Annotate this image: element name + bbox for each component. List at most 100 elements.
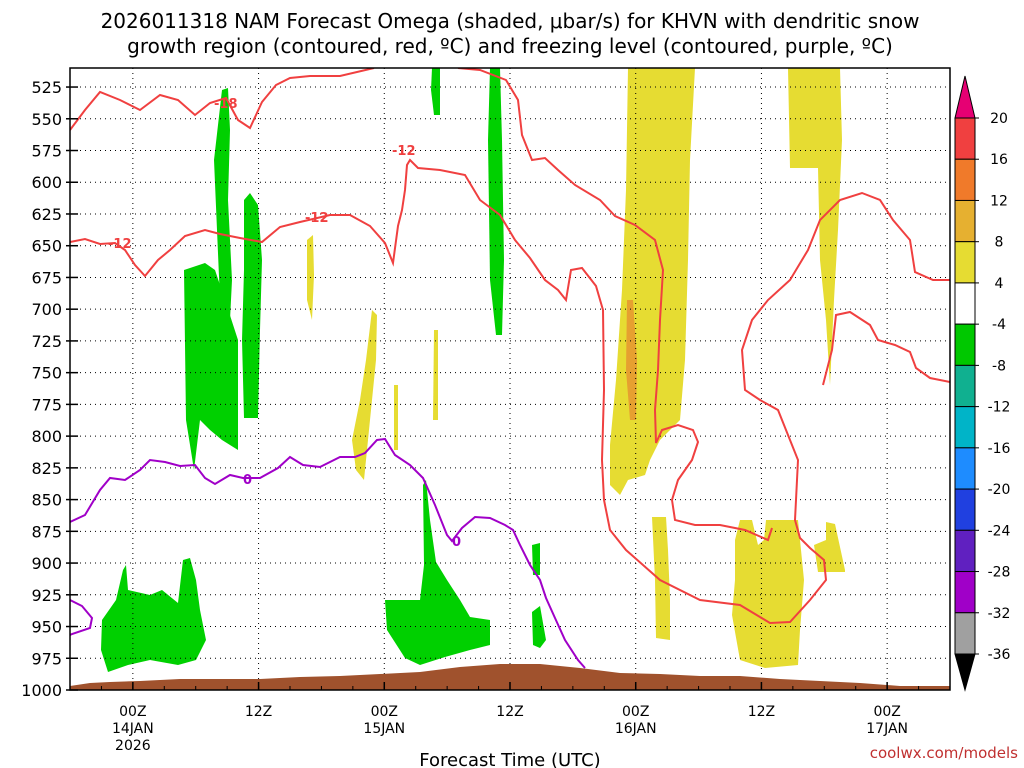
colorbar-label: 12 xyxy=(990,193,1008,209)
y-tick-label: 725 xyxy=(31,332,62,351)
omega-yellow-region xyxy=(652,517,670,640)
omega-yellow-region xyxy=(433,330,438,420)
omega-yellow-region xyxy=(394,385,398,450)
y-tick-label: 675 xyxy=(31,268,62,287)
dgz-contour-m12 xyxy=(70,158,950,625)
colorbar-label: 8 xyxy=(995,235,1004,251)
freezing-level-contour-bottom-left xyxy=(70,599,94,636)
omega-green-region xyxy=(184,263,238,470)
y-tick-label: 825 xyxy=(31,459,62,478)
y-tick-label: 575 xyxy=(31,142,62,161)
plot-area: -18 -12 -12 -12 0 0 xyxy=(70,68,950,690)
chart-title-line-1: 2026011318 NAM Forecast Omega (shaded, μ… xyxy=(101,9,920,33)
colorbar-label: 4 xyxy=(995,276,1004,292)
contour-label-m18: -18 xyxy=(214,97,238,112)
omega-green-region xyxy=(431,68,440,115)
omega-orange-region xyxy=(626,300,637,420)
contour-label-m12-c: -12 xyxy=(392,144,416,159)
y-tick-label: 550 xyxy=(31,110,62,129)
terrain-surface xyxy=(70,664,950,690)
dgz-contour-m12-right xyxy=(822,310,950,386)
y-tick-label: 600 xyxy=(31,173,62,192)
x-tick-label: 2026 xyxy=(115,738,151,754)
x-tick-label: 14JAN xyxy=(112,721,154,737)
omega-green-region xyxy=(532,543,540,575)
omega-yellow-region xyxy=(732,520,804,668)
gridlines xyxy=(70,68,950,690)
y-tick-label: 700 xyxy=(31,300,62,319)
y-tick-label: 800 xyxy=(31,427,62,446)
colorbar-label: -4 xyxy=(992,317,1006,333)
omega-yellow-region xyxy=(352,310,377,480)
y-axis: 525 550 575 600 625 650 675 700 725 750 775 800 825 8… xyxy=(21,78,78,700)
contour-labels: -18 -12 -12 -12 0 0 xyxy=(108,97,461,550)
contour-label-m12-a: -12 xyxy=(108,237,132,252)
colorbar-swatch xyxy=(954,364,976,408)
colorbar-label: -16 xyxy=(988,441,1011,457)
colorbar-swatch xyxy=(954,612,976,655)
y-tick-label: 650 xyxy=(31,237,62,256)
colorbar-swatch xyxy=(954,488,976,531)
x-tick-label: 12Z xyxy=(748,704,775,720)
colorbar-swatch xyxy=(954,571,976,614)
y-tick-label: 975 xyxy=(31,649,62,668)
colorbar-label: -24 xyxy=(988,523,1011,539)
x-tick-label: 12Z xyxy=(496,704,523,720)
x-tick-label: 00Z xyxy=(622,704,649,720)
colorbar-label: -20 xyxy=(988,482,1011,498)
contour-lines xyxy=(70,68,950,669)
y-tick-label: 1000 xyxy=(21,681,62,700)
chart-title-line-2: growth region (contoured, red, ºC) and f… xyxy=(127,34,893,58)
x-tick-label: 15JAN xyxy=(363,721,405,737)
colorbar-label: -8 xyxy=(992,358,1006,374)
colorbar-bottom-triangle xyxy=(954,653,976,692)
colorbar: 20 16 12 8 4 -4 -8 -12 -16 -20 -24 -28 -32 -36 xyxy=(954,75,1011,692)
x-tick-label: 00Z xyxy=(371,704,398,720)
x-tick-label: 12Z xyxy=(245,704,272,720)
colorbar-swatch xyxy=(954,323,976,366)
x-tick-label: 00Z xyxy=(119,704,146,720)
colorbar-swatch xyxy=(954,282,976,325)
contour-label-zero-b: 0 xyxy=(452,535,461,550)
omega-green-region xyxy=(488,68,504,335)
dgz-contour-m12-inner xyxy=(457,68,773,542)
colorbar-swatch xyxy=(954,529,976,573)
freezing-level-contour xyxy=(70,437,586,669)
omega-yellow-region xyxy=(788,68,842,385)
y-tick-label: 875 xyxy=(31,522,62,541)
colorbar-swatch xyxy=(954,406,976,449)
omega-green-region xyxy=(101,558,206,672)
colorbar-label: -12 xyxy=(988,400,1011,416)
credit-text: coolwx.com/models xyxy=(870,744,1018,762)
omega-green-region xyxy=(385,480,490,665)
colorbar-swatch xyxy=(954,199,976,243)
y-tick-label: 925 xyxy=(31,586,62,605)
colorbar-label: 16 xyxy=(990,152,1008,168)
contour-label-zero-a: 0 xyxy=(243,473,252,488)
omega-green-region xyxy=(532,606,546,648)
dgz-contour-m18 xyxy=(70,68,375,131)
colorbar-swatch xyxy=(954,158,976,201)
colorbar-label: -36 xyxy=(988,647,1011,663)
colorbar-swatch xyxy=(954,447,976,490)
y-tick-label: 750 xyxy=(31,364,62,383)
x-tick-label: 17JAN xyxy=(866,721,908,737)
colorbar-top-triangle xyxy=(954,75,976,119)
y-tick-label: 950 xyxy=(31,618,62,637)
omega-shading xyxy=(101,68,845,672)
colorbar-swatch xyxy=(954,117,976,160)
y-tick-label: 900 xyxy=(31,554,62,573)
omega-green-region xyxy=(214,88,232,320)
colorbar-label: 20 xyxy=(990,111,1008,127)
colorbar-label: -32 xyxy=(988,606,1011,622)
omega-green-region xyxy=(242,193,262,418)
x-tick-label: 00Z xyxy=(873,704,900,720)
y-tick-label: 775 xyxy=(31,395,62,414)
contour-label-m12-b: -12 xyxy=(305,211,329,226)
x-tick-label: 16JAN xyxy=(615,721,657,737)
x-axis-label: Forecast Time (UTC) xyxy=(419,750,600,768)
omega-yellow-region xyxy=(814,522,845,572)
colorbar-label: -28 xyxy=(988,565,1011,581)
